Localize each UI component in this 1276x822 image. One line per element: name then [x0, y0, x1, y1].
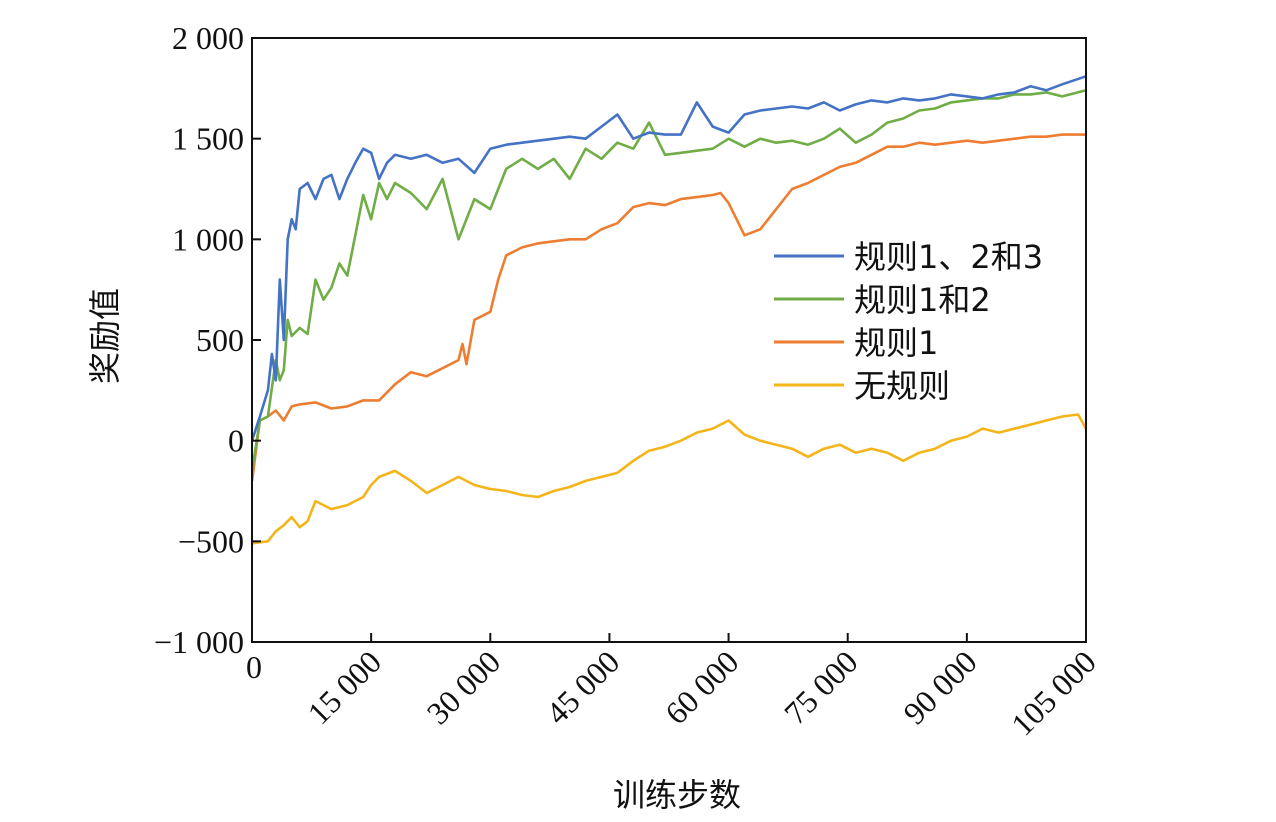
x-tick-label: 105 000: [1004, 643, 1103, 742]
legend-label: 规则1、2和3: [854, 238, 1043, 276]
legend-label: 规则1: [854, 324, 938, 362]
x-tick-label: 30 000: [420, 643, 508, 731]
legend-label: 无规则: [854, 367, 950, 405]
y-axis: −1 000 −500 0 500 1 000 1 500 2 000: [154, 20, 261, 660]
legend-label: 规则1和2: [854, 281, 991, 319]
series-layer: [252, 75, 1086, 545]
x-tick-label: 75 000: [777, 643, 865, 731]
y-tick-label: −1 000: [154, 624, 244, 660]
series-line: [252, 133, 1086, 482]
x-tick-label: 45 000: [539, 643, 627, 731]
series-line: [252, 75, 1086, 442]
y-tick-label: −500: [178, 523, 244, 559]
y-axis-title: 奖励值: [86, 288, 124, 384]
y-tick-label: 500: [196, 322, 244, 358]
y-tick-label: 0: [228, 423, 244, 459]
x-axis-title: 训练步数: [613, 776, 741, 814]
plot-frame: [251, 37, 1087, 643]
x-tick-label: 60 000: [658, 643, 746, 731]
x-tick-label: 90 000: [896, 643, 984, 731]
x-axis: 0 15 000 30 000 45 000 60 000 75 000 90 000 105…: [246, 633, 1103, 742]
y-tick-label: 2 000: [172, 20, 244, 56]
x-tick-label: 15 000: [300, 643, 388, 731]
series-line: [252, 413, 1086, 545]
legend: 规则1、2和3 规则1和2 规则1 无规则: [774, 238, 1043, 405]
series-line: [252, 89, 1086, 472]
y-tick-label: 1 500: [172, 121, 244, 157]
x-tick-label: 0: [246, 649, 262, 685]
y-tick-label: 1 000: [172, 221, 244, 257]
